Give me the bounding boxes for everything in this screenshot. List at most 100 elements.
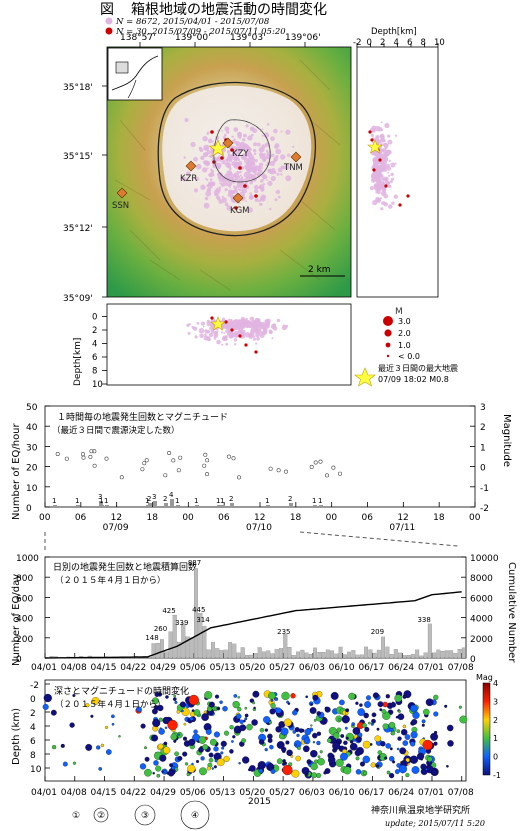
map-eq-dot xyxy=(261,128,264,131)
bottom-eq-dot xyxy=(207,338,211,342)
dt-eq-dot xyxy=(363,712,369,719)
bottom-eq-dot xyxy=(253,326,257,331)
dt-eq-dot xyxy=(216,706,221,711)
bottom-eq-dot xyxy=(187,331,191,335)
bottom-eq-dot xyxy=(255,342,258,345)
daily-left-label: 1000 xyxy=(16,554,39,564)
dt-eq-dot xyxy=(317,757,325,766)
dt-eq-dot xyxy=(333,732,340,739)
bottom-eq-dot xyxy=(271,337,274,340)
map-eq-dot xyxy=(268,168,274,174)
dt-eq-dot xyxy=(312,694,319,701)
map-lat-label: 35°15' xyxy=(63,152,93,162)
side-recent-dot xyxy=(372,168,376,172)
dt-eq-dot xyxy=(411,718,418,725)
dt-eq-dot xyxy=(171,766,176,770)
map-eq-dot xyxy=(226,205,232,211)
hourly-count-label: 1 xyxy=(194,497,198,505)
dt-eq-dot xyxy=(404,734,411,740)
dt-eq-dot xyxy=(198,746,204,753)
map-eq-dot xyxy=(200,184,206,190)
dt-eq-dot xyxy=(309,707,317,714)
dt-eq-dot xyxy=(151,697,159,705)
hourly-mag-circle xyxy=(205,458,210,463)
dt-eq-dot xyxy=(374,735,381,742)
daily-bar xyxy=(253,653,258,659)
dt-eq-dot xyxy=(341,715,350,724)
dt-eq-dot xyxy=(426,756,433,762)
daily-bar xyxy=(457,648,462,659)
station-label: KZR xyxy=(180,174,197,184)
map-eq-dot xyxy=(190,141,196,148)
map-lat-label: 35°12' xyxy=(63,224,93,234)
bottom-eq-dot xyxy=(252,337,257,341)
map-eq-dot xyxy=(224,133,227,137)
dt-eq-dot xyxy=(375,764,380,768)
bottom-eq-dot xyxy=(256,320,261,325)
map-eq-dot xyxy=(284,164,290,170)
bottom-eq-dot xyxy=(223,332,226,335)
dt-eq-dot xyxy=(231,740,234,743)
map-eq-dot xyxy=(210,168,213,171)
dt-eq-dot xyxy=(335,758,344,767)
dt-eq-dot xyxy=(349,740,354,744)
dt-eq-dot xyxy=(161,770,164,773)
bottom-eq-dot xyxy=(225,342,229,346)
dt-eq-dot xyxy=(104,725,109,729)
daily-peak-label: 314 xyxy=(196,616,210,624)
hourly-count-label: 1 xyxy=(216,497,220,505)
map-eq-dot xyxy=(208,155,212,158)
map-eq-dot xyxy=(238,202,241,204)
bottom-eq-dot xyxy=(221,343,224,346)
station-marker xyxy=(116,187,128,199)
daily-ylabel-left: Number of EQ/day xyxy=(11,574,22,666)
bottom-eq-dot xyxy=(214,338,217,340)
side-eq-dot xyxy=(393,194,398,199)
mag-colorbar xyxy=(482,682,491,776)
dt-eq-dot xyxy=(176,709,181,714)
dt-x-label: 05/27 xyxy=(269,788,295,798)
dt-large-eq xyxy=(167,719,178,731)
map-eq-dot xyxy=(196,163,202,170)
daily-bar xyxy=(351,650,356,659)
daily-right-label: 0 xyxy=(470,655,476,665)
dt-eq-dot xyxy=(258,768,264,774)
map-eq-dot xyxy=(253,152,257,155)
daily-bar xyxy=(453,653,458,659)
hourly-count-label: 3 xyxy=(152,493,156,501)
map-eq-dot xyxy=(245,200,248,203)
dt-eq-dot xyxy=(105,749,112,755)
dt-eq-dot xyxy=(208,701,215,708)
map-eq-dot xyxy=(253,142,257,147)
map-eq-dot xyxy=(223,136,226,139)
dt-eq-dot xyxy=(233,694,238,698)
bottom-eq-dot xyxy=(227,326,230,329)
daily-x-label: 05/20 xyxy=(239,663,265,673)
dt-eq-dot xyxy=(290,693,296,699)
dt-eq-dot xyxy=(381,709,387,714)
dt-eq-dot xyxy=(355,701,359,705)
dt-eq-dot xyxy=(296,733,300,738)
dt-eq-dot xyxy=(349,742,358,751)
location-inset xyxy=(107,47,163,101)
daily-x-label: 05/06 xyxy=(180,663,206,673)
map-eq-dot xyxy=(224,188,228,192)
side-eq-dot xyxy=(379,168,384,173)
side-eq-dot xyxy=(391,201,395,205)
map-eq-dot xyxy=(273,171,277,174)
station-label: SSN xyxy=(112,201,129,211)
dt-eq-dot xyxy=(354,749,362,757)
dt-eq-dot xyxy=(96,745,101,750)
dt-eq-dot xyxy=(219,700,223,704)
map-eq-dot xyxy=(265,149,269,153)
map-eq-dot xyxy=(246,145,250,149)
dt-eq-dot xyxy=(283,718,292,727)
map-eq-dot xyxy=(252,128,258,134)
daily-bar xyxy=(155,642,160,659)
dt-eq-dot xyxy=(328,726,337,735)
side-eq-dot xyxy=(377,190,381,195)
hourly-count-bar xyxy=(100,505,104,507)
hourly-count-label: 1 xyxy=(145,497,149,505)
dt-eq-dot xyxy=(50,709,57,716)
depth-side-title: Depth[km] xyxy=(371,27,417,37)
